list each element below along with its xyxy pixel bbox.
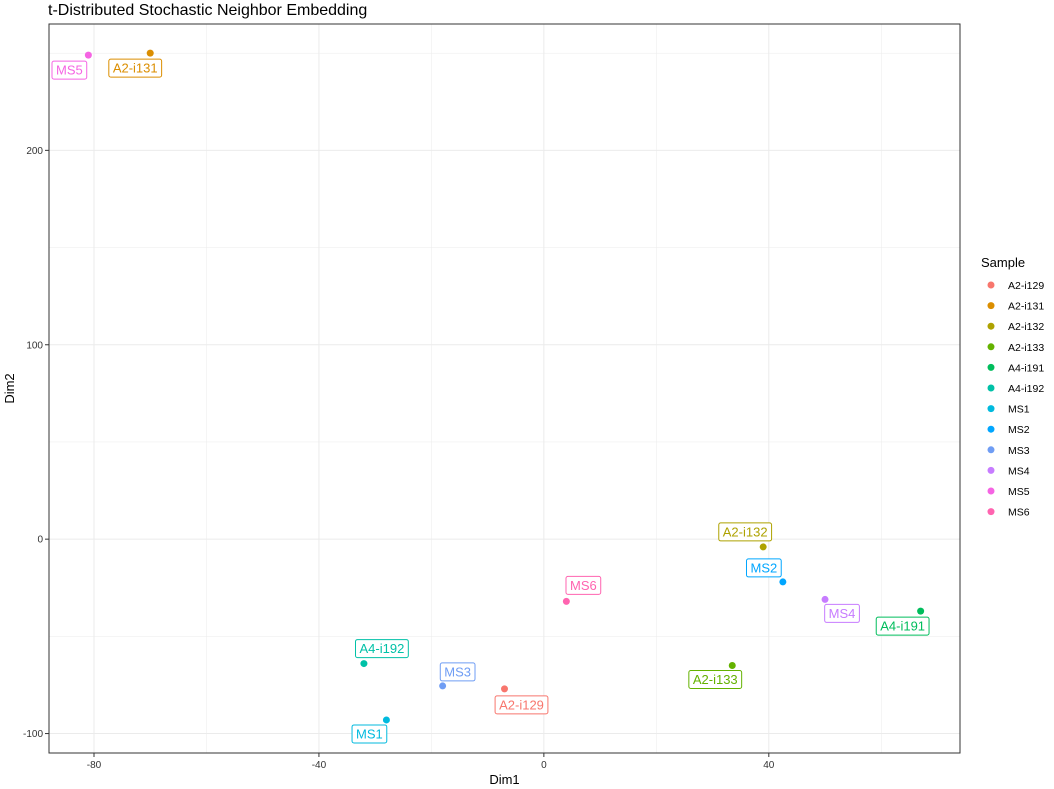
legend-label-MS3: MS3 (1008, 445, 1030, 457)
label-text: MS5 (56, 63, 83, 78)
label-box (875, 616, 930, 636)
legend-key-MS3 (987, 446, 995, 454)
point-A2-i132 (759, 543, 767, 551)
legend-label-MS1: MS1 (1008, 404, 1030, 416)
data-points (84, 49, 925, 724)
label-MS5: MS5 (51, 60, 88, 80)
label-MS1: MS1 (351, 724, 388, 744)
x-tick-label: -40 (312, 760, 327, 771)
label-A2-i129: A2-i129 (494, 695, 549, 715)
x-tick-label: 40 (763, 760, 775, 771)
label-box (108, 58, 163, 78)
label-MS4: MS4 (824, 603, 860, 623)
chart-title: t-Distributed Stochastic Neighbor Embedd… (48, 2, 367, 19)
label-text: A4-i192 (360, 641, 405, 656)
label-box (745, 558, 782, 578)
y-tick-label: 100 (26, 340, 43, 351)
point-MS4 (821, 595, 829, 603)
legend-label-A4-i192: A4-i192 (1008, 383, 1044, 395)
legend-key-A2-i129 (987, 281, 995, 289)
legend-key-MS1 (987, 405, 995, 413)
legend-label-MS6: MS6 (1008, 507, 1030, 519)
label-MS2: MS2 (745, 558, 782, 578)
legend-label-A2-i133: A2-i133 (1008, 342, 1044, 354)
legend-title: Sample (981, 255, 1025, 270)
point-A4-i192 (360, 660, 368, 668)
legend: Sample A2-i129 A2-i131 A2-i132 A2-i133 A4-i1… (981, 255, 1044, 519)
y-axis-title: Dim2 (2, 373, 17, 403)
point-A2-i133 (728, 662, 736, 670)
label-box (355, 639, 409, 659)
label-box (824, 603, 860, 623)
point-MS2 (779, 578, 787, 586)
label-text: MS1 (356, 726, 383, 741)
legend-key-MS5 (987, 487, 995, 495)
legend-key-MS2 (987, 425, 995, 433)
label-text: A2-i132 (723, 524, 768, 539)
label-text: A2-i129 (499, 697, 544, 712)
label-box (351, 724, 388, 744)
point-MS5 (84, 51, 92, 59)
label-A4-i192: A4-i192 (355, 639, 409, 659)
legend-label-MS5: MS5 (1008, 486, 1030, 498)
x-tick-label: -80 (87, 760, 102, 771)
label-MS3: MS3 (439, 662, 476, 682)
point-A2-i129 (501, 685, 508, 693)
label-box (439, 662, 476, 682)
label-text: A2-i133 (693, 672, 738, 687)
label-box (494, 695, 549, 715)
legend-key-A4-i191 (987, 363, 995, 371)
label-box (565, 575, 602, 595)
legend-key-MS6 (987, 508, 995, 516)
point-labels: A2-i129 A2-i131 A2-i132 A2-i133 A4-i191 A4-i1… (51, 58, 930, 744)
grid (49, 24, 960, 753)
label-A4-i191: A4-i191 (875, 616, 930, 636)
plot-background (49, 24, 960, 753)
label-A2-i132: A2-i132 (718, 522, 773, 542)
legend-key-A4-i192 (987, 384, 995, 392)
label-box (718, 522, 773, 542)
legend-key-A2-i132 (987, 322, 995, 330)
point-MS6 (562, 597, 570, 605)
label-box (51, 60, 88, 80)
label-box (688, 670, 743, 690)
label-MS6: MS6 (565, 575, 602, 595)
label-text: MS6 (570, 578, 597, 593)
point-A4-i191 (917, 607, 925, 615)
plot-panel (48, 23, 961, 754)
legend-label-A2-i131: A2-i131 (1008, 301, 1044, 313)
label-text: MS4 (829, 606, 856, 621)
y-tick-label: -100 (23, 729, 43, 740)
legend-label-A4-i191: A4-i191 (1008, 362, 1044, 374)
label-text: MS3 (444, 664, 471, 679)
legend-key-A2-i131 (987, 302, 995, 310)
label-A2-i131: A2-i131 (108, 58, 163, 78)
y-tick-label: 0 (37, 535, 43, 546)
axis-ticks: -80 -40 0 40 -100 0 100 200 (23, 146, 775, 771)
point-MS3 (439, 682, 447, 690)
label-text: A4-i191 (880, 619, 925, 634)
legend-label-A2-i132: A2-i132 (1008, 321, 1044, 333)
point-MS1 (382, 716, 390, 724)
label-A2-i133: A2-i133 (688, 670, 743, 690)
legend-key-A2-i133 (987, 343, 995, 351)
legend-label-A2-i129: A2-i129 (1008, 280, 1044, 292)
label-text: MS2 (750, 560, 777, 575)
legend-label-MS2: MS2 (1008, 424, 1030, 436)
legend-key-MS4 (987, 466, 995, 474)
y-tick-label: 200 (26, 146, 43, 157)
label-text: A2-i131 (113, 61, 158, 76)
x-tick-label: 0 (541, 760, 547, 771)
x-axis-title: Dim1 (489, 772, 519, 787)
legend-label-MS4: MS4 (1008, 465, 1030, 477)
point-A2-i131 (146, 49, 154, 57)
